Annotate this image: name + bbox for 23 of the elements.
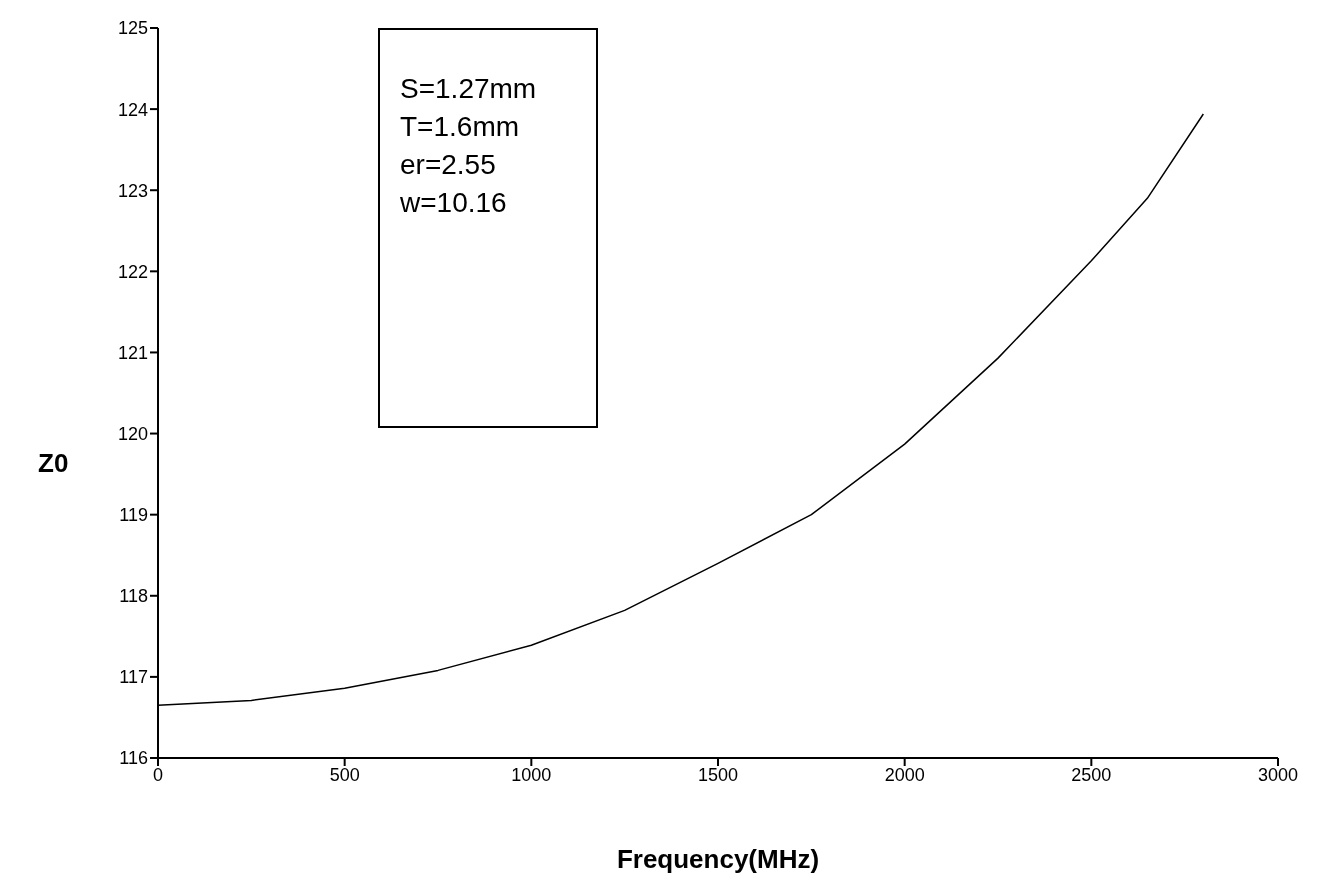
x-tick-label: 2000 xyxy=(884,764,925,785)
y-axis-title: Z0 xyxy=(38,448,69,479)
annotation: w=10.16 xyxy=(400,186,508,220)
y-tick-label: 121 xyxy=(117,342,148,363)
y-tick-label: 125 xyxy=(117,18,148,39)
y-tick-label: 122 xyxy=(117,261,148,282)
y-tick-label: 124 xyxy=(117,99,148,120)
y-tick-label: 117 xyxy=(119,667,148,688)
x-axis-title: Frequency(MHz) xyxy=(616,844,820,874)
y-tick-label: 119 xyxy=(119,505,148,526)
annotation: er=2.55 xyxy=(400,148,497,182)
x-tick-label: 500 xyxy=(329,764,360,785)
y-tick-label: 116 xyxy=(119,748,148,769)
x-tick-label: 2500 xyxy=(1071,764,1112,785)
annotation: S=1.27mm xyxy=(400,72,538,106)
x-tick-label: 1000 xyxy=(511,764,552,785)
x-tick-label: 1500 xyxy=(697,764,739,785)
y-tick-label: 120 xyxy=(117,423,148,444)
x-tick-label: 3000 xyxy=(1257,764,1299,785)
x-tick-label: 0 xyxy=(152,764,164,785)
y-tick-label: 123 xyxy=(117,180,148,201)
y-tick-label: 118 xyxy=(119,586,148,607)
annotation: T=1.6mm xyxy=(400,110,521,144)
